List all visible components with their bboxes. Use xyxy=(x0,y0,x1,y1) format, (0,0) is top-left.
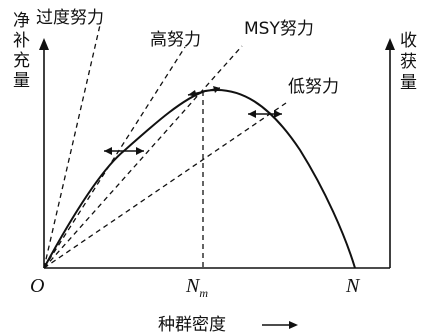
right-axis-char-1: 收 xyxy=(400,31,417,51)
n-label: N xyxy=(345,275,361,297)
low-effort-label: 低努力 xyxy=(288,77,339,97)
msy-effort-line xyxy=(43,45,243,269)
high-effort-label: 高努力 xyxy=(150,30,201,50)
low-effort-equilibrium-marker xyxy=(248,110,282,118)
x-axis-label: 种群密度 xyxy=(158,315,226,335)
high-effort-line xyxy=(43,46,186,269)
left-y-axis-arrow xyxy=(39,38,49,50)
x-axis-title-arrowhead xyxy=(289,321,298,329)
right-axis-char-3: 量 xyxy=(400,73,417,93)
left-axis-char-1: 净 xyxy=(13,11,30,31)
nm-label: Nm xyxy=(185,275,208,300)
msy-effort-label: MSY努力 xyxy=(244,19,314,39)
right-axis-label: 收 获 量 xyxy=(400,31,417,93)
right-axis-char-2: 获 xyxy=(400,52,417,72)
left-axis-label: 净 补 充 量 xyxy=(13,11,30,91)
left-axis-char-3: 充 xyxy=(13,51,30,71)
over-effort-line xyxy=(43,24,101,269)
msy-equilibrium-marker xyxy=(187,86,221,97)
low-effort-line xyxy=(43,102,287,269)
left-axis-char-4: 量 xyxy=(13,71,30,91)
right-y-axis-arrow xyxy=(385,38,395,50)
left-axis-char-2: 补 xyxy=(13,31,30,51)
over-effort-equilibrium-marker xyxy=(104,147,144,155)
net-recruitment-curve xyxy=(43,89,356,269)
over-effort-label: 过度努力 xyxy=(36,8,104,28)
origin-label: O xyxy=(30,275,44,297)
